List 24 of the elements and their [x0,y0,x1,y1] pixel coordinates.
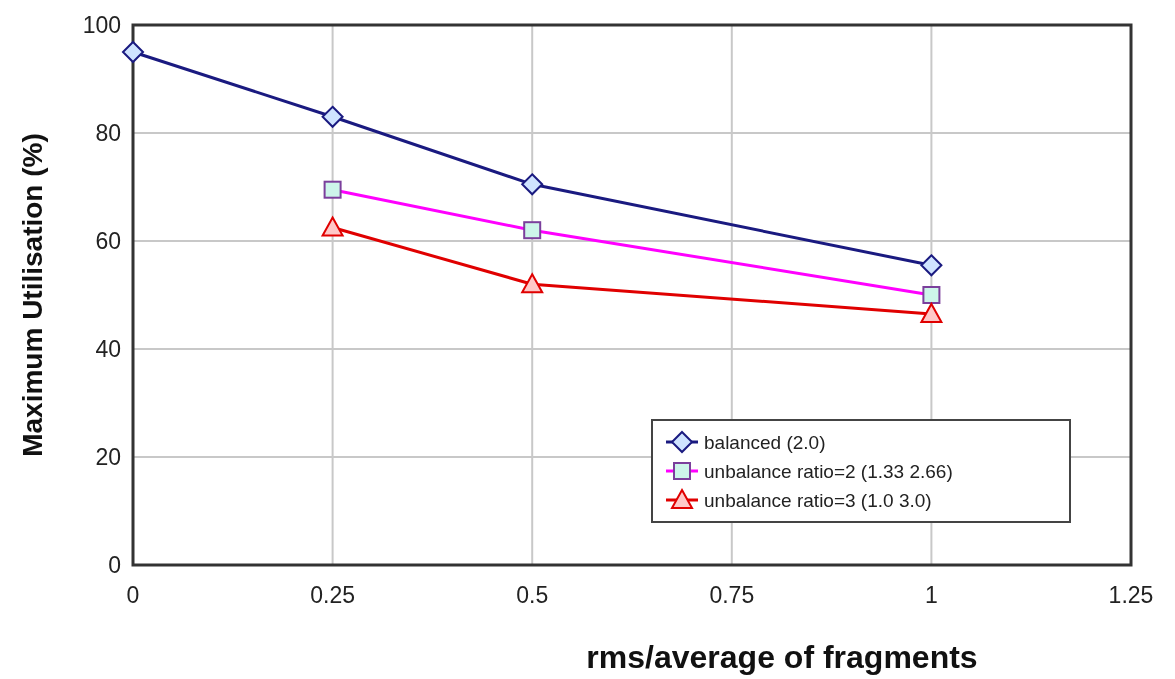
point [920,302,943,323]
y-tick-label: 0 [108,552,121,578]
point [321,105,344,128]
y-tick-label: 100 [82,12,121,38]
y-tick-label: 40 [95,336,121,362]
legend-label: balanced (2.0) [704,432,826,453]
point [920,254,943,277]
x-tick-label: 1 [925,582,938,608]
y-tick-label: 60 [95,228,121,254]
x-tick-label: 1.25 [1108,582,1154,608]
point [122,41,144,63]
point [521,273,544,294]
x-axis-title: rms/average of fragments [586,639,978,675]
y-tick-label: 20 [95,444,121,470]
x-tick-label: 0.5 [516,582,549,608]
point [321,216,344,237]
legend-label: unbalance ratio=3 (1.0 3.0) [704,490,932,511]
y-axis-title: Maximum Utilisation (%) [17,133,48,457]
legend-label: unbalance ratio=2 (1.33 2.66) [704,461,953,482]
x-tick-label: 0.25 [310,582,355,608]
point [521,173,544,196]
x-tick-label: 0 [126,582,140,608]
x-tick-label: 0.75 [709,582,755,608]
y-tick-label: 80 [95,120,121,146]
